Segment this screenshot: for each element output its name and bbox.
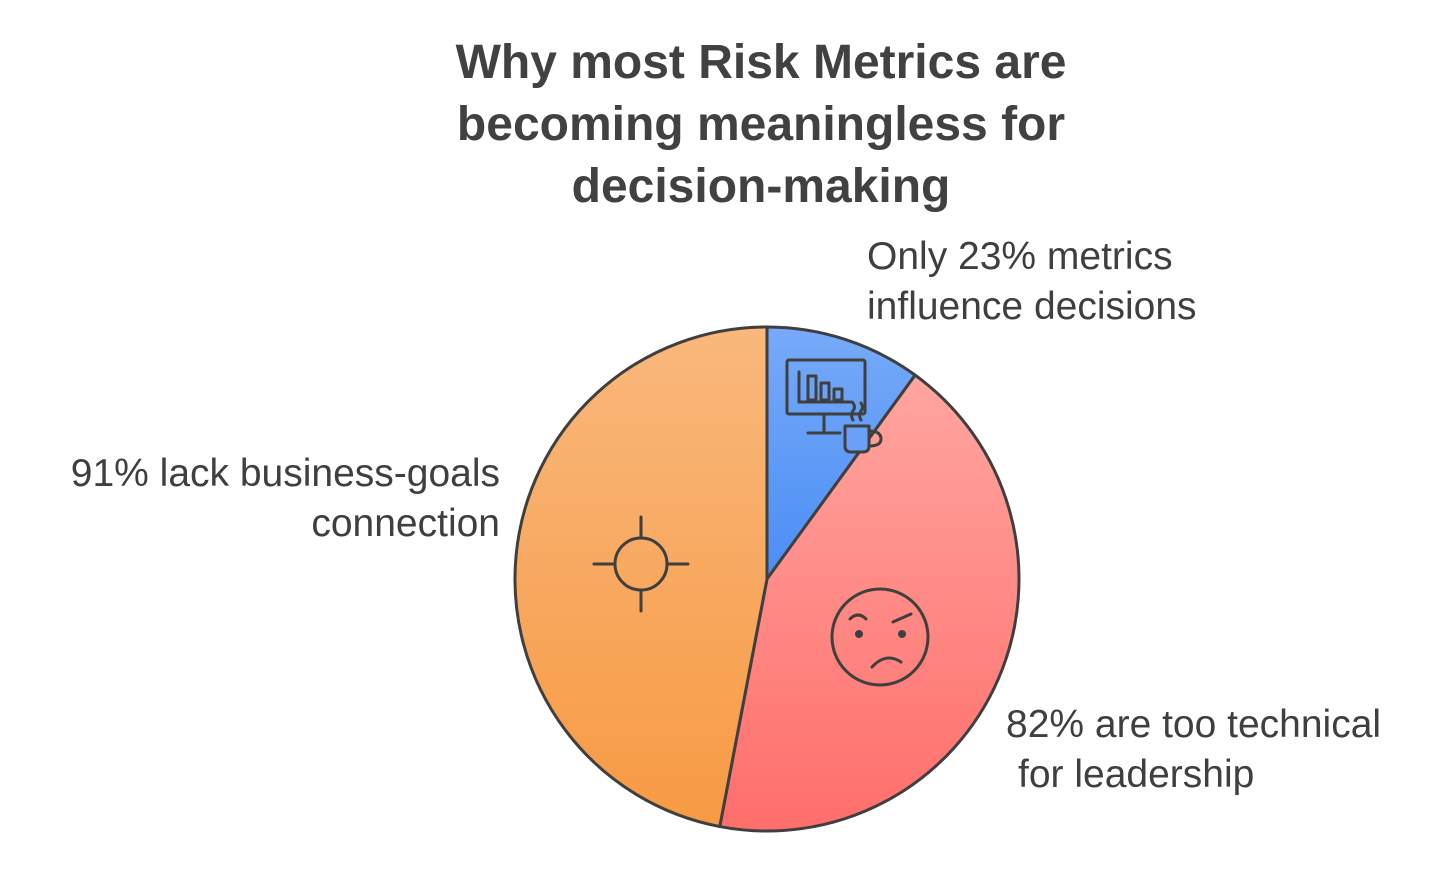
frowning-face-icon	[830, 587, 930, 687]
label-technical-line-2: for leadership	[1018, 753, 1255, 796]
label-business-line-1: 91% lack business-goals	[70, 452, 500, 495]
pie-slice-technical[interactable]	[718, 373, 1021, 833]
chart-title: Why most Risk Metrics are becoming meani…	[328, 32, 1194, 218]
label-influence-line-1: Only 23% metrics	[867, 235, 1173, 278]
chart-title-line-2: becoming meaningless for	[456, 98, 1066, 151]
label-business-line-2: connection	[311, 502, 500, 545]
crosshair-icon	[592, 515, 690, 613]
pie-slice-business[interactable]	[513, 325, 769, 829]
label-technical-line-1: 82% are too technical	[1006, 703, 1382, 746]
label-influence: Only 23% metrics influence decisions	[867, 232, 1197, 332]
label-influence-line-2: influence decisions	[867, 285, 1197, 328]
chart-title-line-3: decision-making	[571, 160, 951, 213]
pie-slice-influence[interactable]	[765, 325, 917, 581]
label-business: 91% lack business-goals connection	[20, 449, 500, 549]
label-technical: 82% are too technical for leadership	[1006, 700, 1381, 800]
monitor-coffee-icon	[785, 358, 883, 454]
chart-title-line-1: Why most Risk Metrics are	[455, 36, 1067, 89]
